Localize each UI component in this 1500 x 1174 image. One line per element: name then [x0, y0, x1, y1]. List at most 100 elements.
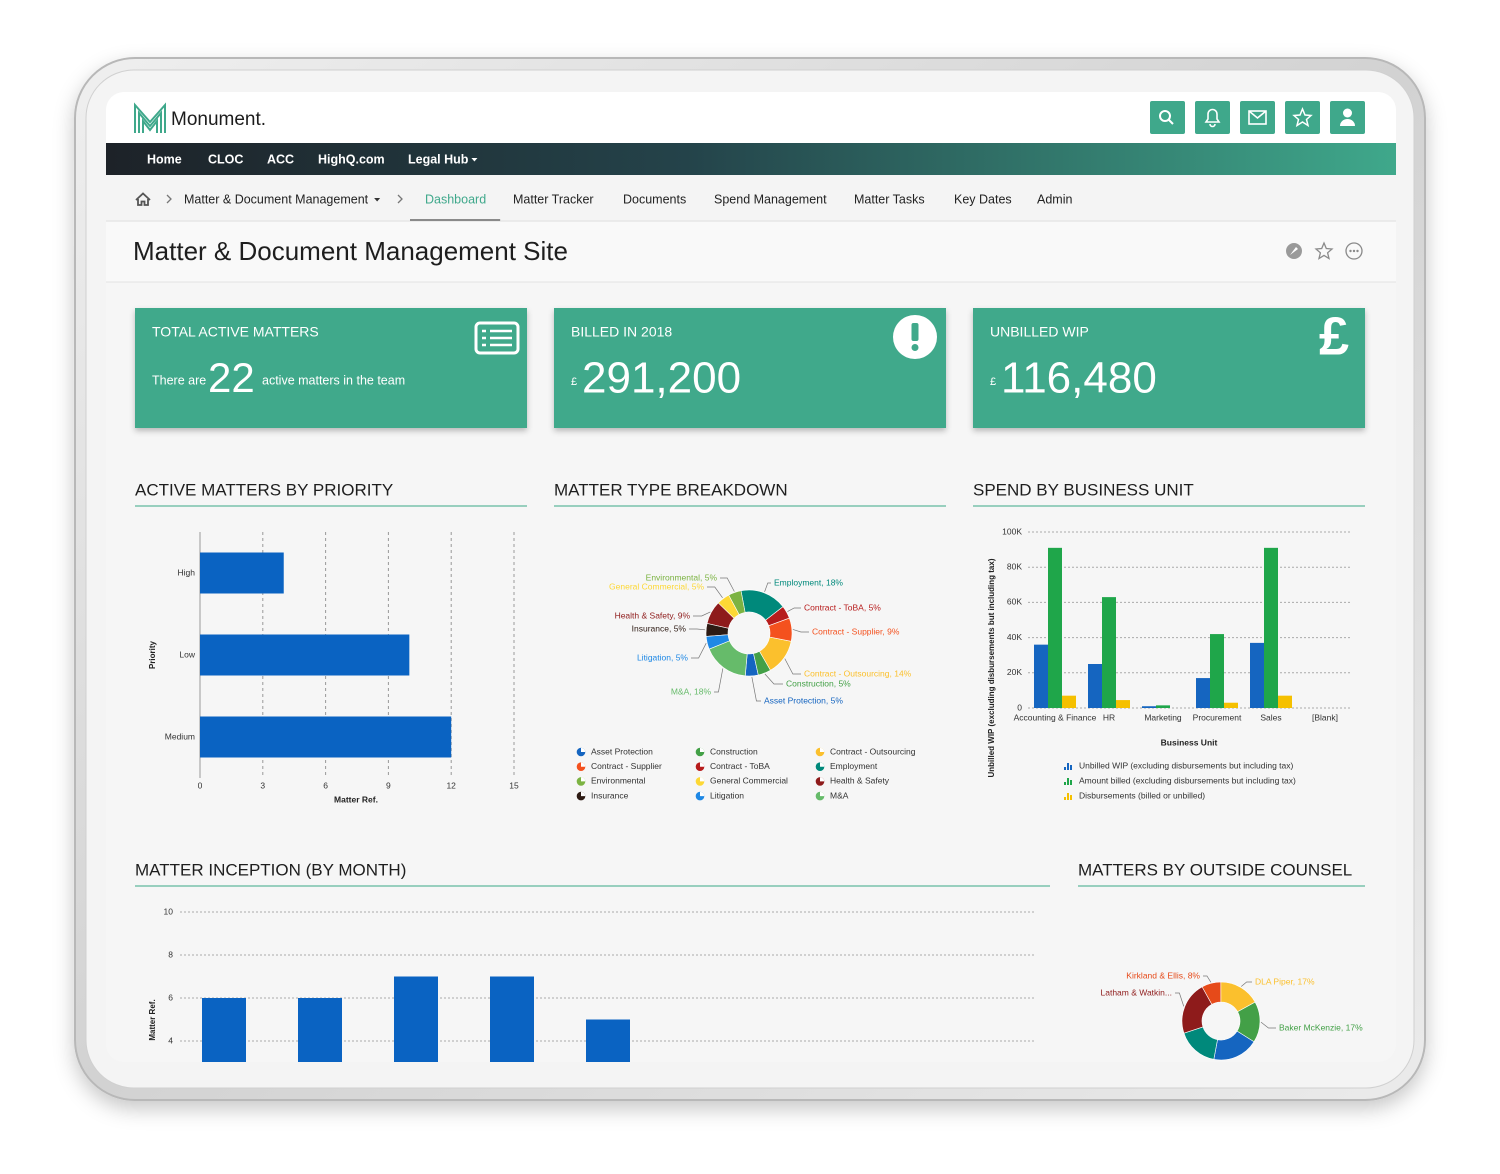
search-icon — [1168, 119, 1174, 125]
y-tick-label: 40K — [1007, 632, 1022, 642]
x-tick-label: 3 — [260, 780, 265, 790]
card-value: 116,480 — [1001, 354, 1157, 403]
tab[interactable]: Key Dates — [954, 192, 1012, 206]
caret — [471, 158, 478, 162]
legend-label[interactable]: Litigation — [710, 790, 744, 800]
data-label: Kirkland & Ellis, 8% — [1126, 970, 1200, 980]
tab[interactable]: Admin — [1037, 192, 1072, 206]
tab[interactable]: Matter Tracker — [513, 192, 594, 206]
card-title: BILLED IN 2018 — [571, 324, 672, 340]
y-axis-label: Matter Ref. — [148, 999, 157, 1040]
data-label: Litigation, 5% — [637, 652, 688, 662]
legend-swatch — [581, 762, 586, 767]
legend-label[interactable]: Insurance — [591, 790, 629, 800]
legend-swatch — [700, 777, 705, 782]
leader-line — [787, 607, 801, 612]
kpi-card — [973, 308, 1365, 428]
bar — [490, 976, 534, 1062]
bell-icon — [1204, 108, 1221, 128]
data-label: Insurance, 5% — [632, 623, 687, 633]
home-icon[interactable] — [135, 192, 151, 206]
legend-label[interactable]: M&A — [830, 790, 849, 800]
y-tick-label: 0 — [1017, 702, 1022, 712]
breadcrumb-section[interactable]: Matter & Document Management — [184, 192, 369, 206]
tab[interactable]: Spend Management — [714, 192, 827, 206]
envelope-icon — [1248, 110, 1267, 125]
more-icon[interactable] — [1345, 242, 1363, 260]
leader-line — [1260, 1021, 1276, 1029]
legend-swatch — [820, 777, 825, 782]
alert-icon — [911, 344, 919, 351]
bar — [1088, 664, 1102, 708]
more-icon — [1356, 249, 1359, 253]
y-axis-label: Priority — [148, 640, 157, 669]
nav-item[interactable]: HighQ.com — [318, 152, 385, 166]
data-label: Employment, 18% — [774, 577, 843, 587]
leader-line — [764, 582, 771, 592]
donut-slice — [1181, 986, 1213, 1034]
favourites-button[interactable] — [1285, 101, 1320, 134]
leader-line — [1175, 992, 1185, 1007]
legend-label[interactable]: Amount billed (excluding disbursements b… — [1079, 775, 1296, 785]
kpi-card — [135, 308, 527, 428]
legend-label[interactable]: Employment — [830, 761, 878, 771]
breadcrumb-bar — [106, 175, 1396, 221]
legend-label[interactable]: Asset Protection — [591, 746, 653, 756]
legend-label[interactable]: Contract - Supplier — [591, 761, 662, 771]
legend-swatch — [1070, 765, 1072, 770]
kpi-card — [554, 308, 946, 428]
leader-line — [720, 577, 735, 592]
nav-item[interactable]: Legal Hub — [408, 152, 469, 166]
legend-swatch — [581, 791, 586, 797]
data-label: Baker McKenzie, 17% — [1279, 1022, 1363, 1032]
legend-label[interactable]: Construction — [710, 746, 758, 756]
x-tick-label: 15 — [509, 780, 519, 790]
bar — [1278, 695, 1292, 708]
leader-line — [693, 611, 711, 617]
card-currency: £ — [990, 376, 996, 388]
brand-name: Monument. — [171, 109, 266, 130]
x-tick-label: Sales — [1260, 712, 1281, 722]
bar — [1102, 597, 1116, 708]
leader-line — [751, 676, 761, 702]
legend-label[interactable]: Contract - Outsourcing — [830, 746, 916, 756]
bar — [1062, 695, 1076, 708]
data-label: Construction, 5% — [786, 678, 851, 688]
leader-line — [714, 668, 724, 693]
envelope-icon — [1248, 110, 1267, 120]
y-tick-label: Medium — [165, 731, 195, 741]
search-button[interactable] — [1150, 101, 1185, 134]
more-icon — [1349, 249, 1352, 253]
bar — [1196, 678, 1210, 708]
tab[interactable]: Documents — [623, 192, 686, 206]
card-text: active matters in the team — [262, 373, 405, 387]
data-label: Environmental, 5% — [646, 572, 718, 582]
bar — [202, 998, 246, 1062]
notifications-button[interactable] — [1195, 101, 1230, 134]
tab[interactable]: Matter Tasks — [854, 192, 925, 206]
legend-swatch — [581, 777, 586, 782]
y-tick-label: 8 — [168, 949, 173, 959]
legend-label[interactable]: Contract - ToBA — [710, 761, 770, 771]
caret — [374, 198, 381, 202]
legend-label[interactable]: General Commercial — [710, 776, 788, 786]
leader-line — [792, 629, 809, 633]
legend-label[interactable]: Disbursements (billed or unbilled) — [1079, 790, 1205, 800]
x-tick-label: [Blank] — [1312, 712, 1338, 722]
nav-item[interactable]: CLOC — [208, 152, 243, 166]
search-icon — [1159, 110, 1171, 122]
logo — [134, 102, 166, 133]
nav-item[interactable]: Home — [147, 152, 182, 166]
legend-label[interactable]: Unbilled WIP (excluding disbursements bu… — [1079, 760, 1294, 770]
legend-label[interactable]: Environmental — [591, 776, 645, 786]
chevron — [397, 194, 403, 204]
x-tick-label: HR — [1103, 712, 1115, 722]
tab[interactable]: Dashboard — [425, 192, 486, 206]
legend-label[interactable]: Health & Safety — [830, 776, 890, 786]
bar — [1224, 702, 1238, 708]
favourite-icon[interactable] — [1314, 241, 1334, 260]
data-label: Contract - Supplier, 9% — [812, 626, 900, 636]
star-icon — [1292, 107, 1313, 128]
x-axis-label: Matter Ref. — [334, 794, 378, 804]
nav-item[interactable]: ACC — [267, 152, 294, 166]
